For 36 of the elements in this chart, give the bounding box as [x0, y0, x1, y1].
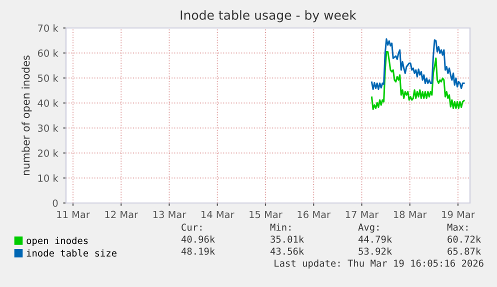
text: Cur: [182, 224, 202, 231]
y-axis-title: number of open inodes [22, 56, 32, 176]
text: Min: [270, 223, 290, 231]
y-tick-label: 40 k [38, 99, 58, 107]
x-tick-label: 17 Mar [346, 210, 379, 218]
text: Max: [447, 224, 468, 231]
text: 60.72k [448, 235, 481, 243]
x-tick-label: 16 Mar [298, 210, 331, 218]
y-tick-label: 10 k [38, 174, 58, 182]
text: 44.79k [358, 235, 392, 243]
x-tick-label: 13 Mar [153, 210, 186, 218]
x-tick-label: 15 Mar [250, 210, 282, 218]
line-series [370, 38, 465, 90]
text: Avg: [358, 224, 378, 233]
y-tick-label: 30 k [38, 124, 58, 132]
text: Last update: Thu Mar 19 16:05:16 2026 [274, 259, 484, 269]
y-tick-label: 60 k [38, 49, 58, 57]
text: 48.19k [181, 247, 215, 255]
y-tick-label: 70 k [38, 24, 58, 32]
x-tick-label: 19 Mar [442, 210, 475, 218]
chart-title: Inode table usage - by week [180, 10, 356, 22]
legend-label: open inodes [26, 236, 88, 246]
line-series [370, 50, 465, 110]
x-tick-label: 14 Mar [202, 210, 234, 218]
text: 65.87k [448, 247, 481, 255]
text: 35.01k [270, 235, 304, 243]
x-tick-label: 12 Mar [105, 210, 138, 218]
x-tick-label: 18 Mar [394, 210, 427, 218]
y-tick-label: 20 k [38, 149, 58, 157]
y-tick-label: 50 k [38, 74, 58, 82]
text: 53.92k [358, 247, 392, 255]
text: 43.56k [270, 247, 304, 255]
legend-label: inode table size [26, 249, 116, 257]
x-tick-label: 11 Mar [57, 210, 90, 218]
y-tick-label: 0 [52, 199, 58, 207]
text: 40.96k [181, 235, 215, 243]
